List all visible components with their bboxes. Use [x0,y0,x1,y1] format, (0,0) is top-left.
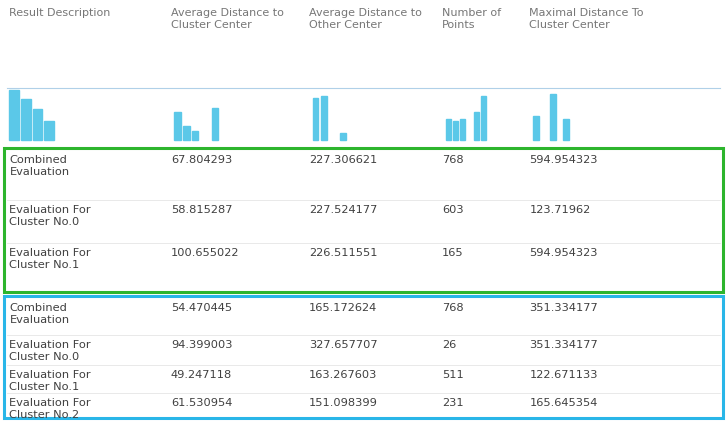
Text: 594.954323: 594.954323 [529,155,598,165]
Bar [563,119,569,140]
Text: 231: 231 [442,398,464,408]
Bar [550,94,556,140]
Text: 100.655022: 100.655022 [171,248,239,258]
Bar [4,148,723,292]
Bar [33,109,42,140]
Text: 594.954323: 594.954323 [529,248,598,258]
Text: Evaluation For
Cluster No.1: Evaluation For Cluster No.1 [9,248,91,270]
Text: 58.815287: 58.815287 [171,205,233,215]
Text: 61.530954: 61.530954 [171,398,232,408]
Text: 123.71962: 123.71962 [529,205,590,215]
Bar [212,107,218,140]
Bar [474,113,479,140]
Text: Evaluation For
Cluster No.0: Evaluation For Cluster No.0 [9,340,91,363]
Text: Average Distance to
Cluster Center: Average Distance to Cluster Center [171,8,284,30]
Bar [460,119,465,140]
Text: 165: 165 [442,248,464,258]
Text: 54.470445: 54.470445 [171,303,232,313]
Bar [340,132,346,140]
Bar [183,126,190,140]
Bar [4,296,723,418]
Bar [453,121,458,140]
Text: 151.098399: 151.098399 [309,398,378,408]
Bar [9,90,19,140]
Text: 94.399003: 94.399003 [171,340,233,350]
Text: 165.645354: 165.645354 [529,398,598,408]
Bar [44,121,54,140]
Text: 768: 768 [442,303,464,313]
Text: Maximal Distance To
Cluster Center: Maximal Distance To Cluster Center [529,8,643,30]
Text: 67.804293: 67.804293 [171,155,232,165]
Text: 768: 768 [442,155,464,165]
Text: 603: 603 [442,205,464,215]
Bar [446,119,451,140]
Text: Result Description: Result Description [9,8,111,18]
Bar [321,96,327,140]
Bar [533,116,539,140]
Text: 227.306621: 227.306621 [309,155,377,165]
Text: 122.671133: 122.671133 [529,370,598,380]
Text: Evaluation For
Cluster No.2: Evaluation For Cluster No.2 [9,398,91,420]
Text: Number of
Points: Number of Points [442,8,501,30]
Text: 226.511551: 226.511551 [309,248,377,258]
Text: Evaluation For
Cluster No.0: Evaluation For Cluster No.0 [9,205,91,228]
Text: Combined
Evaluation: Combined Evaluation [9,303,70,325]
Text: 351.334177: 351.334177 [529,340,598,350]
Text: 227.524177: 227.524177 [309,205,377,215]
Bar [481,96,486,140]
Text: 327.657707: 327.657707 [309,340,377,350]
Text: Average Distance to
Other Center: Average Distance to Other Center [309,8,422,30]
Text: 351.334177: 351.334177 [529,303,598,313]
Bar [174,113,181,140]
Bar [192,131,198,140]
Text: 165.172624: 165.172624 [309,303,377,313]
Text: Combined
Evaluation: Combined Evaluation [9,155,70,177]
Text: Evaluation For
Cluster No.1: Evaluation For Cluster No.1 [9,370,91,393]
Text: 49.247118: 49.247118 [171,370,232,380]
Bar [21,99,31,140]
Text: 26: 26 [442,340,457,350]
Text: 163.267603: 163.267603 [309,370,377,380]
Bar [313,97,318,140]
Text: 511: 511 [442,370,464,380]
